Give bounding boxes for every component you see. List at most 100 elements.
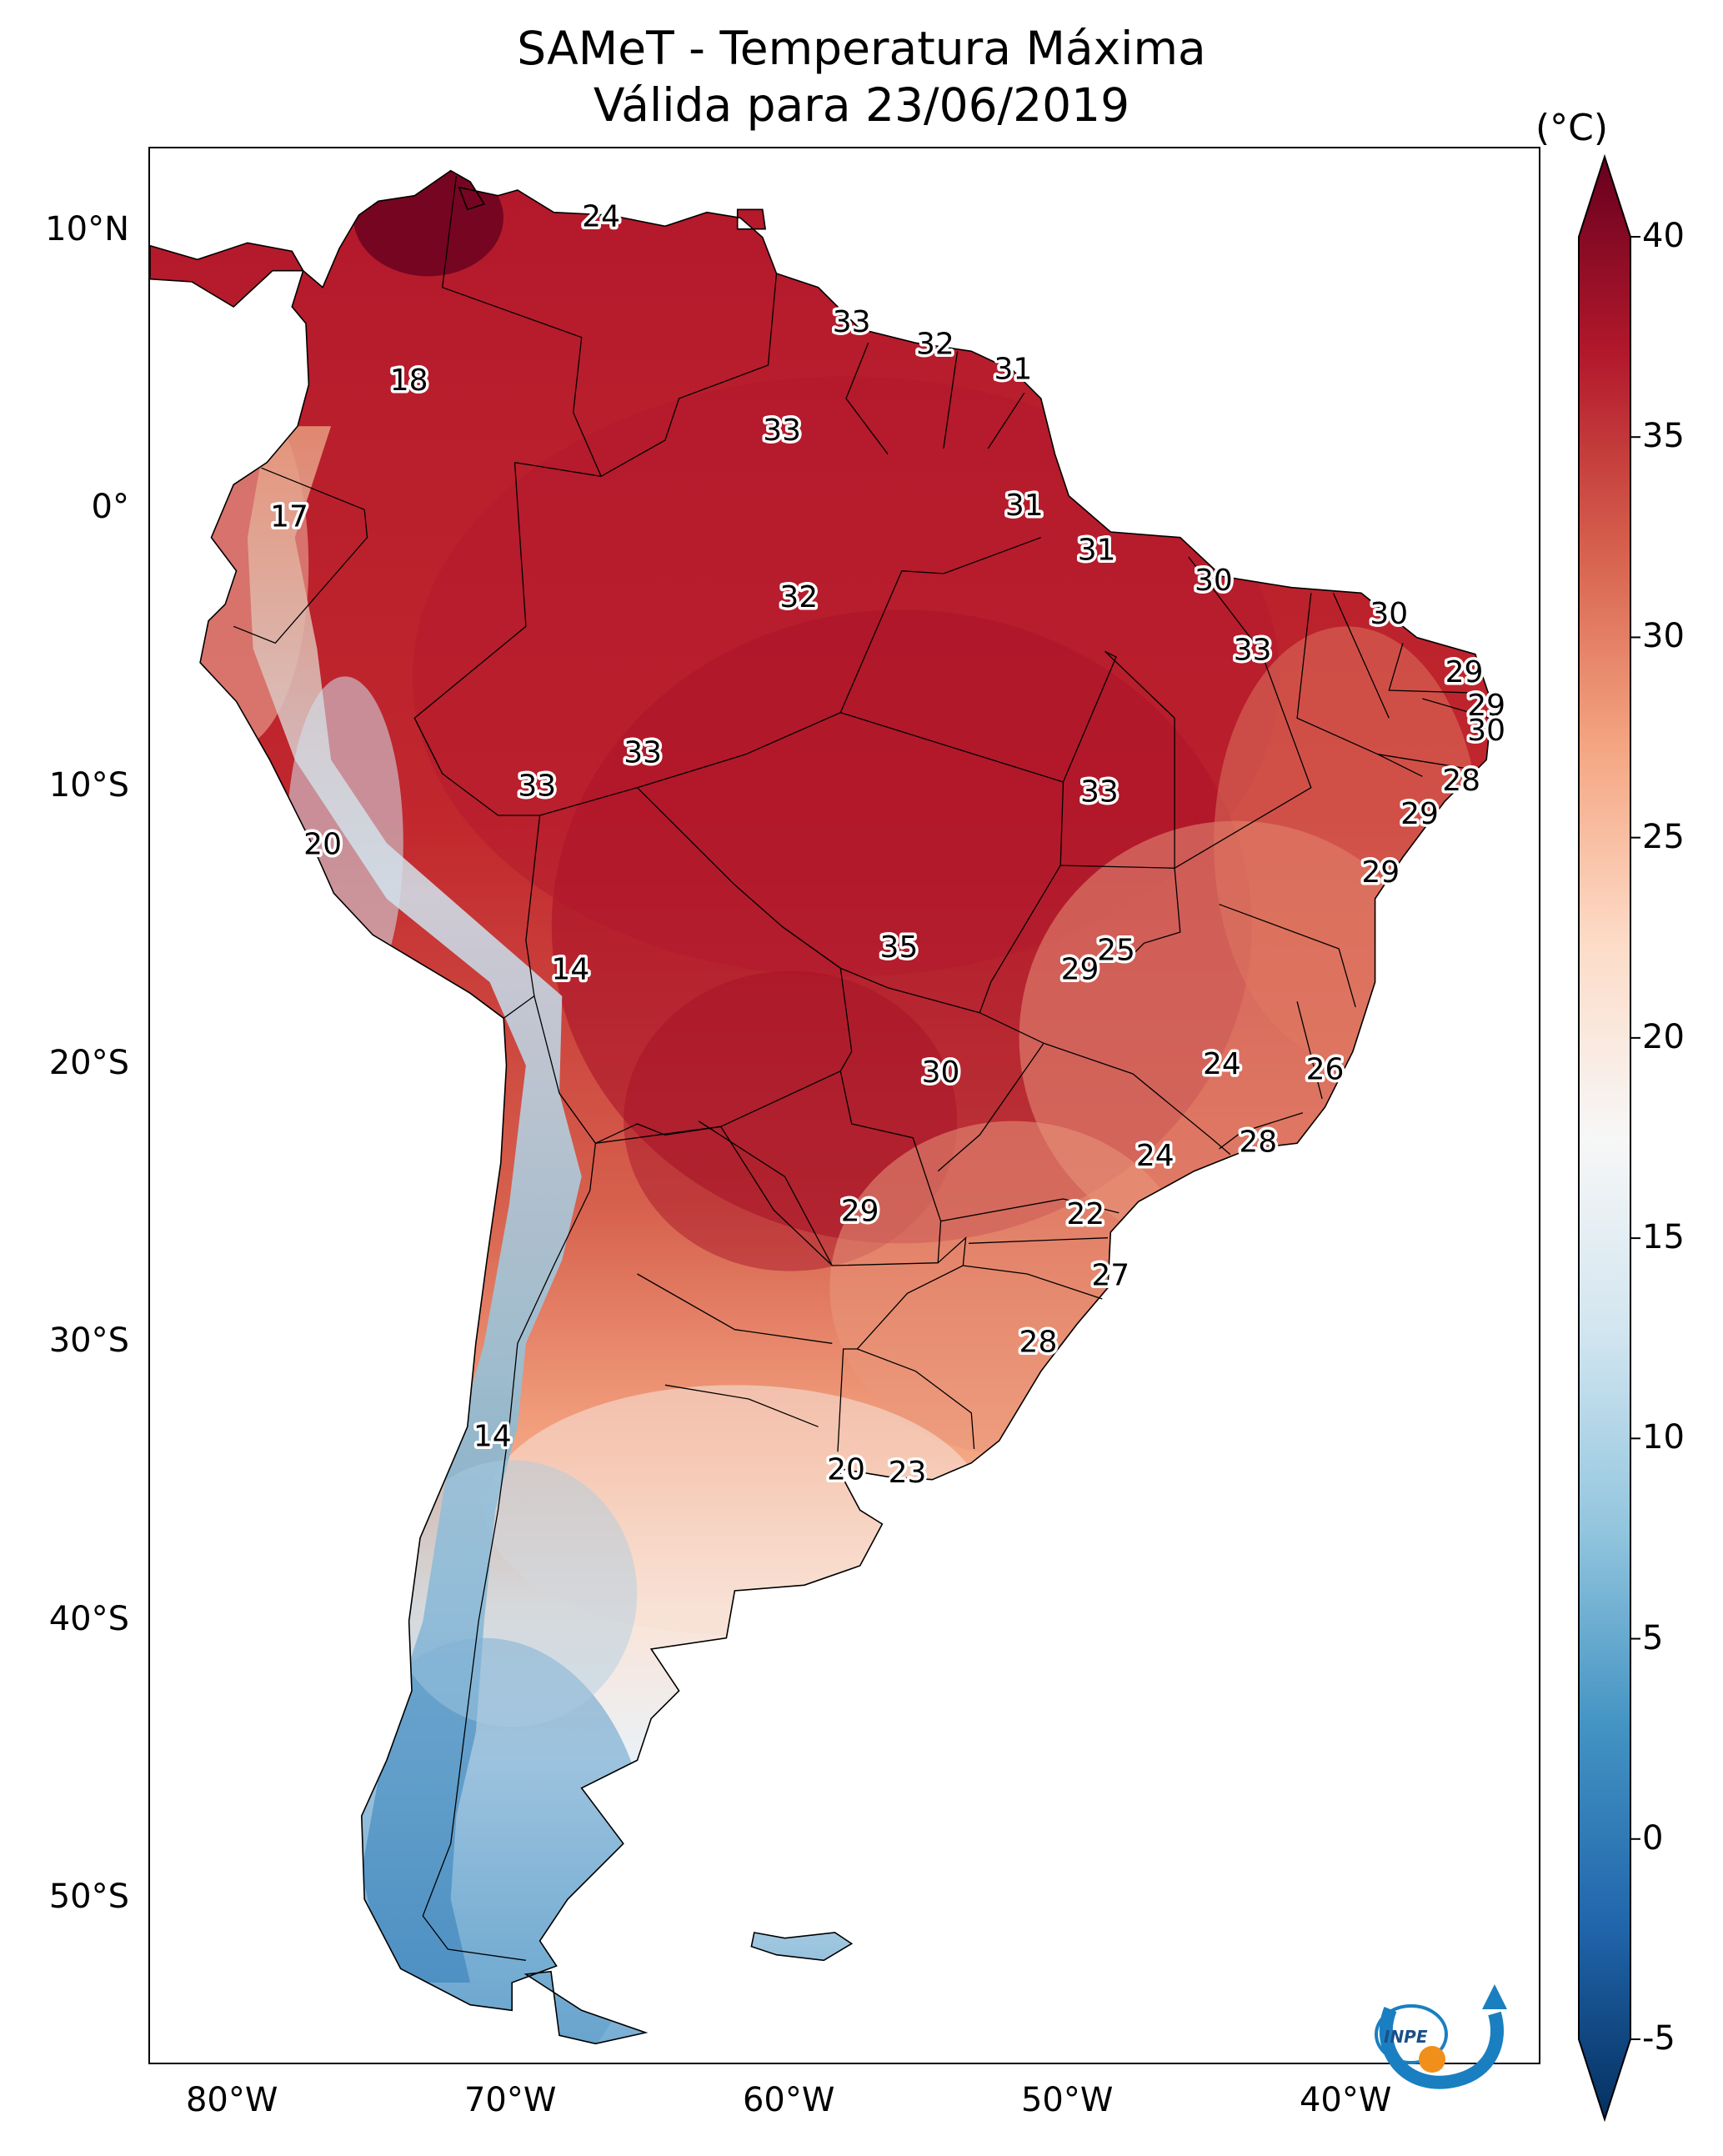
border-line-15 xyxy=(595,1123,721,1144)
station-label-2: 32 xyxy=(916,328,954,362)
colorbar-body xyxy=(1578,153,1631,2123)
border-line-12 xyxy=(422,1143,597,1961)
station-label-12: 33 xyxy=(1234,633,1272,667)
station-label-27: 24 xyxy=(1203,1047,1241,1081)
station-label-31: 24 xyxy=(1136,1139,1175,1173)
logo-swoosh-outer xyxy=(1379,2007,1504,2089)
title-line-1: SAMeT - Temperatura Máxima xyxy=(517,22,1206,75)
station-label-4: 18 xyxy=(390,364,428,398)
lat-tick-label: 10°S xyxy=(48,765,129,805)
station-label-37: 20 xyxy=(827,1453,865,1487)
border-line-9 xyxy=(539,786,853,1052)
border-line-40 xyxy=(664,1384,819,1427)
coastline-4 xyxy=(736,208,767,230)
station-label-10: 32 xyxy=(779,580,818,614)
station-label-9: 30 xyxy=(1195,564,1233,598)
border-line-8 xyxy=(503,815,541,1019)
station-label-3: 31 xyxy=(994,353,1032,387)
colorbar-tick-label: 5 xyxy=(1642,1618,1664,1657)
station-label-24: 35 xyxy=(880,930,919,965)
station-label-21: 20 xyxy=(303,828,342,862)
colorbar-tick-label: 15 xyxy=(1642,1218,1685,1257)
border-line-7 xyxy=(233,467,368,644)
lon-tick-label: 40°W xyxy=(1299,2081,1392,2119)
lon-tick-label: 60°W xyxy=(742,2081,835,2119)
colorbar-tick-label: 0 xyxy=(1642,1818,1664,1858)
land-temperature-field xyxy=(150,170,1492,2044)
border-line-39 xyxy=(637,1273,833,1344)
border-line-23 xyxy=(1296,593,1423,777)
border-line-38 xyxy=(698,1121,833,1266)
border-line-4 xyxy=(987,392,1025,449)
border-line-6 xyxy=(514,462,602,477)
border-line-3 xyxy=(943,351,959,449)
colorbar-tick-label: 10 xyxy=(1642,1418,1685,1457)
colorbar xyxy=(1578,153,1640,2123)
station-label-8: 31 xyxy=(1078,533,1116,567)
station-label-16: 33 xyxy=(624,736,662,770)
title-line-2: Válida para 23/06/2019 xyxy=(593,78,1130,132)
border-line-32 xyxy=(1219,904,1356,1008)
border-line-29 xyxy=(781,925,1231,1156)
border-line-22 xyxy=(1174,556,1312,869)
border-line-25 xyxy=(1388,643,1481,694)
station-label-36: 14 xyxy=(473,1420,512,1454)
station-label-30: 28 xyxy=(1239,1125,1277,1159)
station-label-20: 29 xyxy=(1400,797,1439,831)
temperature-field xyxy=(150,170,1492,2044)
border-line-11 xyxy=(720,1070,942,1266)
border-line-33 xyxy=(1296,1001,1323,1100)
colorbar-tick-label: 40 xyxy=(1642,217,1685,255)
border-line-1 xyxy=(600,273,778,477)
logo-arrow-head xyxy=(1482,1984,1507,2009)
station-label-29: 30 xyxy=(922,1055,960,1090)
station-label-7: 17 xyxy=(270,499,308,534)
station-label-5: 33 xyxy=(763,414,801,448)
colorbar-tick-label: 35 xyxy=(1642,417,1685,456)
station-label-13: 29 xyxy=(1445,655,1484,689)
coastline-1 xyxy=(523,1970,649,2045)
station-label-34: 27 xyxy=(1091,1258,1129,1292)
border-line-36 xyxy=(968,1237,1109,1244)
map-title: SAMeT - Temperatura Máxima Válida para 2… xyxy=(0,20,1723,133)
border-line-16 xyxy=(413,718,443,775)
station-label-0: 24 xyxy=(582,199,620,233)
lat-tick-label: 0° xyxy=(91,488,129,527)
coastline-3 xyxy=(150,242,305,308)
hot-core-amazon xyxy=(413,376,1280,977)
border-line-20 xyxy=(1062,650,1117,783)
station-label-17: 28 xyxy=(1442,764,1480,798)
station-label-1: 33 xyxy=(833,305,871,339)
border-line-0 xyxy=(441,176,602,477)
hot-core-maracaibo xyxy=(353,170,503,277)
station-label-28: 26 xyxy=(1306,1053,1345,1087)
lat-tick-label: 20°S xyxy=(48,1044,129,1082)
colorbar-tick-label: -5 xyxy=(1642,2019,1675,2058)
logo-text: INPE xyxy=(1384,2027,1428,2047)
station-label-6: 31 xyxy=(1005,489,1044,523)
border-line-2 xyxy=(845,343,889,455)
map-panel: 24 33 32 31 18 33 31 17 31 30 32 30 33 29 29 30 33 28 33 33… xyxy=(148,147,1540,2064)
colorbar-tick-label: 30 xyxy=(1642,617,1685,656)
coastline-0 xyxy=(199,169,1493,2012)
lon-tick-label: 80°W xyxy=(185,2081,278,2119)
station-label-32: 29 xyxy=(841,1195,879,1229)
colorbar-tick-label: 20 xyxy=(1642,1017,1685,1056)
station-label-25: 29 xyxy=(1061,953,1099,987)
station-label-35: 28 xyxy=(1019,1325,1058,1359)
border-line-19 xyxy=(840,712,1175,869)
border-line-14 xyxy=(837,1348,858,1452)
station-label-15: 30 xyxy=(1467,714,1505,748)
logo-ring xyxy=(1375,2004,1448,2064)
border-line-13 xyxy=(856,1236,975,1450)
lon-tick-label: 70°W xyxy=(463,2081,557,2119)
station-label-33: 22 xyxy=(1066,1197,1104,1231)
border-line-35 xyxy=(940,1198,1119,1222)
lat-tick-label: 40°S xyxy=(48,1599,129,1638)
station-label-38: 23 xyxy=(889,1456,927,1490)
border-line-18 xyxy=(637,570,903,789)
station-label-18: 33 xyxy=(518,770,556,804)
lat-tick-label: 50°S xyxy=(48,1878,129,1916)
